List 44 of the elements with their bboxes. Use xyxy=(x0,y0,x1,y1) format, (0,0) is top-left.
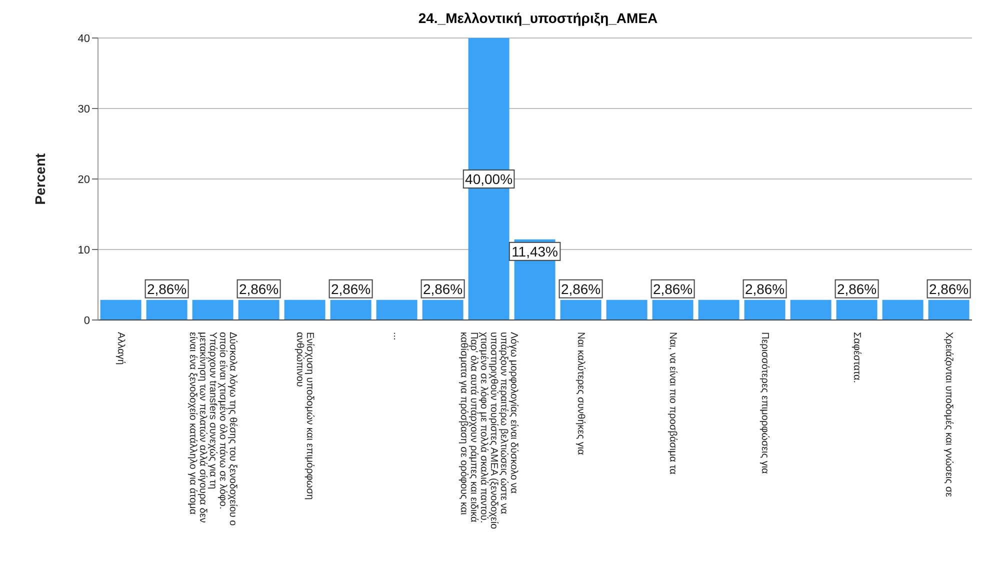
bar xyxy=(192,300,234,320)
x-tick-label: Περισσότερες επιμορφώσεις για xyxy=(759,332,770,474)
x-tick-label: ... xyxy=(391,332,402,340)
chart-title: 24._Μελλοντική_υποστήριξη_ΑΜΕΑ xyxy=(417,10,659,26)
bar xyxy=(836,300,878,320)
data-label: 2,86% xyxy=(146,280,187,297)
x-tick-label: Δύσκολα λόγω της θέσης του ξενοδοχείου ο οποίο είναι χτισμένο όλο πάνω σε λόφο. Υπάρχουν transfers συνεχώς για τη μετακίνηση των πελατών αλλά σίγουρα δεν είναι ένα ξενοδοχείο κατάλληλο για άτομα xyxy=(187,332,238,526)
data-label: 2,86% xyxy=(238,280,279,297)
data-label: 2,86% xyxy=(330,280,371,297)
bar xyxy=(100,300,142,320)
bar xyxy=(606,300,648,320)
bar xyxy=(744,300,786,320)
data-label: 40,00% xyxy=(465,171,513,187)
bar xyxy=(422,300,464,320)
x-tick-label: Ναι, να είναι πιο προσβάσιμα τα xyxy=(667,332,678,475)
y-tick-label: 40 xyxy=(78,32,90,45)
data-label: 2,86% xyxy=(422,280,463,297)
bar xyxy=(560,300,602,320)
data-label: 2,86% xyxy=(652,280,693,297)
bar xyxy=(698,300,740,320)
x-tick-label: Σαφέστατα. xyxy=(851,332,862,384)
bar xyxy=(376,300,418,320)
bar xyxy=(790,300,832,320)
bar xyxy=(284,300,326,320)
y-axis-title: Percent xyxy=(32,152,48,205)
bar xyxy=(928,300,970,320)
data-label: 2,86% xyxy=(836,280,877,297)
bar xyxy=(652,300,694,320)
x-tick-label: Ενίσχυση υποδομών και επιμόρφωση ανθρώπινου xyxy=(294,332,315,500)
y-tick-label: 30 xyxy=(78,103,90,116)
y-tick-label: 10 xyxy=(78,244,90,256)
x-tick-label: Ναι καλύτερες συνθήκες για xyxy=(575,332,586,456)
bar xyxy=(146,300,188,320)
bar xyxy=(238,300,280,320)
data-label: 2,86% xyxy=(928,280,969,297)
y-tick-label: 20 xyxy=(78,174,90,186)
bar xyxy=(330,300,372,320)
data-label: 11,43% xyxy=(512,243,558,260)
bar xyxy=(882,300,924,320)
data-label: 2,86% xyxy=(744,280,785,297)
y-tick-label: 0 xyxy=(84,314,90,327)
data-label: 2,86% xyxy=(560,280,601,297)
x-tick-label: Αλλαγή xyxy=(115,332,126,365)
x-tick-label: Χρειάζονται υποδομές και γνώσεις σε xyxy=(943,332,954,498)
